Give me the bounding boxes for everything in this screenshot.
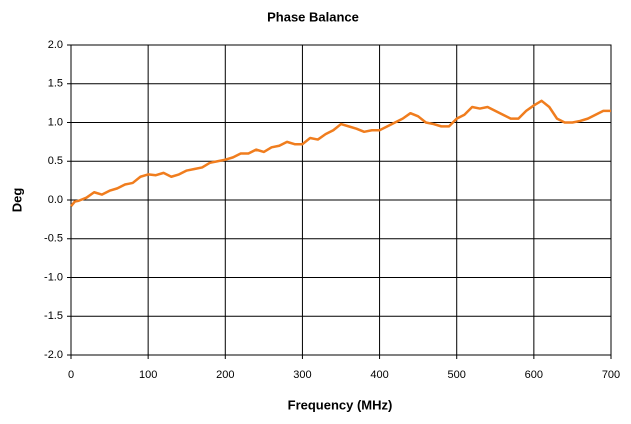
y-tick-label: 2.0 — [48, 39, 63, 51]
y-tick-label: -1.0 — [44, 271, 63, 283]
x-tick-label: 400 — [370, 369, 388, 381]
y-tick-label: 1.5 — [48, 78, 63, 90]
x-tick-label: 700 — [602, 369, 620, 381]
chart-title: Phase Balance — [267, 9, 359, 24]
y-tick-label: 1.0 — [48, 116, 63, 128]
y-tick-label: -0.5 — [44, 233, 63, 245]
x-tick-label: 0 — [68, 369, 74, 381]
x-tick-label: 500 — [448, 369, 466, 381]
y-tick-label: 0.5 — [48, 155, 63, 167]
plot-frame — [70, 44, 612, 356]
x-tick-label: 200 — [216, 369, 234, 381]
x-tick-label: 600 — [525, 369, 543, 381]
y-tick-label: -2.0 — [44, 349, 63, 361]
y-tick-label: 0.0 — [48, 194, 63, 206]
y-axis-label: Deg — [9, 188, 24, 213]
x-tick-label: 100 — [139, 369, 157, 381]
y-tick-label: -1.5 — [44, 310, 63, 322]
x-tick-label: 300 — [293, 369, 311, 381]
data-line — [70, 99, 611, 207]
x-axis-label: Frequency (MHz) — [288, 397, 393, 412]
